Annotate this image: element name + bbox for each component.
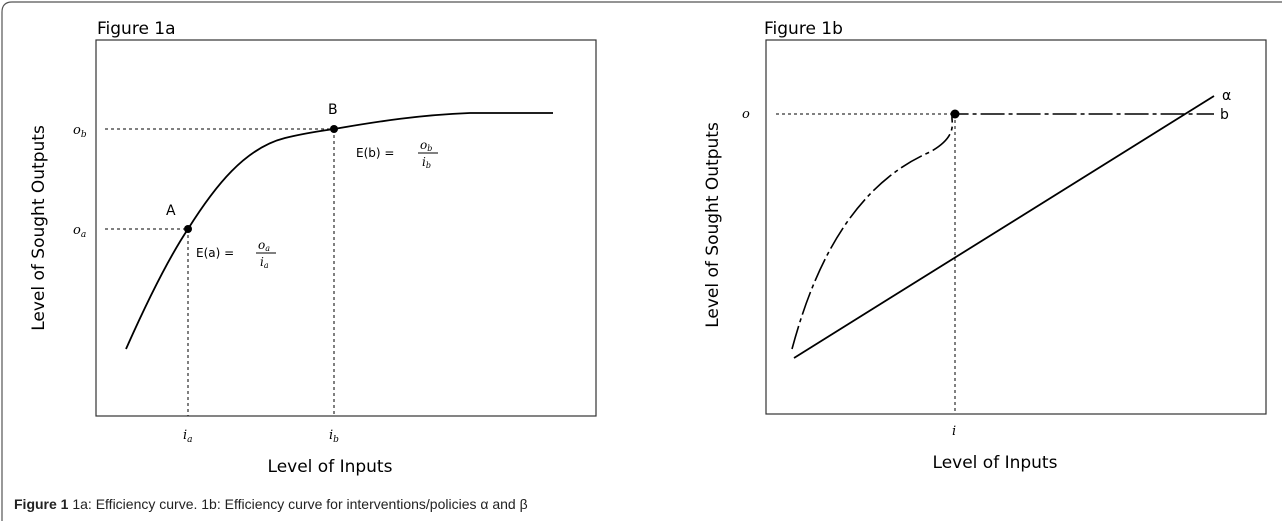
equation-e-a-numerator: oa	[258, 238, 270, 253]
figure-1a-y-axis-label: Level of Sought Outputs	[29, 125, 49, 331]
figure-1a-plot-area	[95, 39, 597, 417]
efficiency-curve	[125, 112, 553, 350]
series-b-drawn	[791, 113, 1214, 350]
x-tick-i: i	[952, 424, 956, 439]
figure-1b-y-axis-label: Level of Sought Outputs	[703, 122, 723, 328]
caption-text: 1a: Efficiency curve. 1b: Efficiency cur…	[72, 496, 528, 512]
figure-1b-title: Figure 1b	[764, 19, 843, 39]
figure-1a-x-axis-label: Level of Inputs	[268, 457, 393, 477]
point-a-marker	[184, 225, 192, 233]
equation-e-a-denominator: ia	[260, 255, 269, 270]
point-b-label: B	[328, 102, 338, 118]
series-alpha-label: α	[1222, 88, 1231, 104]
y-tick-oa: oa	[73, 223, 86, 240]
figure-1b-plot-area	[765, 39, 1267, 415]
equation-e-b-numerator: ob	[420, 138, 432, 153]
equation-e-a-lhs: E(a) =	[196, 246, 234, 260]
series-b-curve-stroke	[792, 114, 975, 348]
equation-e-b-lhs: E(b) =	[356, 146, 394, 160]
y-tick-o: o	[742, 107, 750, 122]
series-alpha-line	[793, 95, 1215, 359]
series-b-efficiency-curve	[792, 114, 1214, 349]
point-a-label: A	[166, 203, 176, 219]
equation-e-b: E(b) = ob ib	[356, 138, 438, 170]
y-tick-ob: ob	[73, 123, 87, 140]
x-tick-ia: ia	[183, 428, 193, 445]
intersection-marker	[950, 109, 960, 119]
equation-e-b-denominator: ib	[422, 155, 431, 170]
point-b-marker	[330, 125, 338, 133]
series-b-label: b	[1220, 107, 1229, 123]
figure-1b: Figure 1b α b o i Level of Sought Output…	[703, 19, 1267, 473]
series-b-path	[792, 114, 962, 349]
series-b-curve	[792, 114, 971, 348]
figure-caption: Figure 1 1a: Efficiency curve. 1b: Effic…	[14, 496, 528, 512]
figure-1b-x-axis-label: Level of Inputs	[933, 453, 1058, 473]
series-b-line	[792, 114, 1218, 349]
x-tick-ib: ib	[329, 428, 339, 445]
figure-1a: Figure 1a A B oa ob ia ib E(a) = oa ia E…	[29, 19, 597, 477]
equation-e-a: E(a) = oa ia	[196, 238, 276, 270]
caption-label: Figure 1	[14, 496, 69, 512]
figure-1a-title: Figure 1a	[97, 19, 176, 39]
